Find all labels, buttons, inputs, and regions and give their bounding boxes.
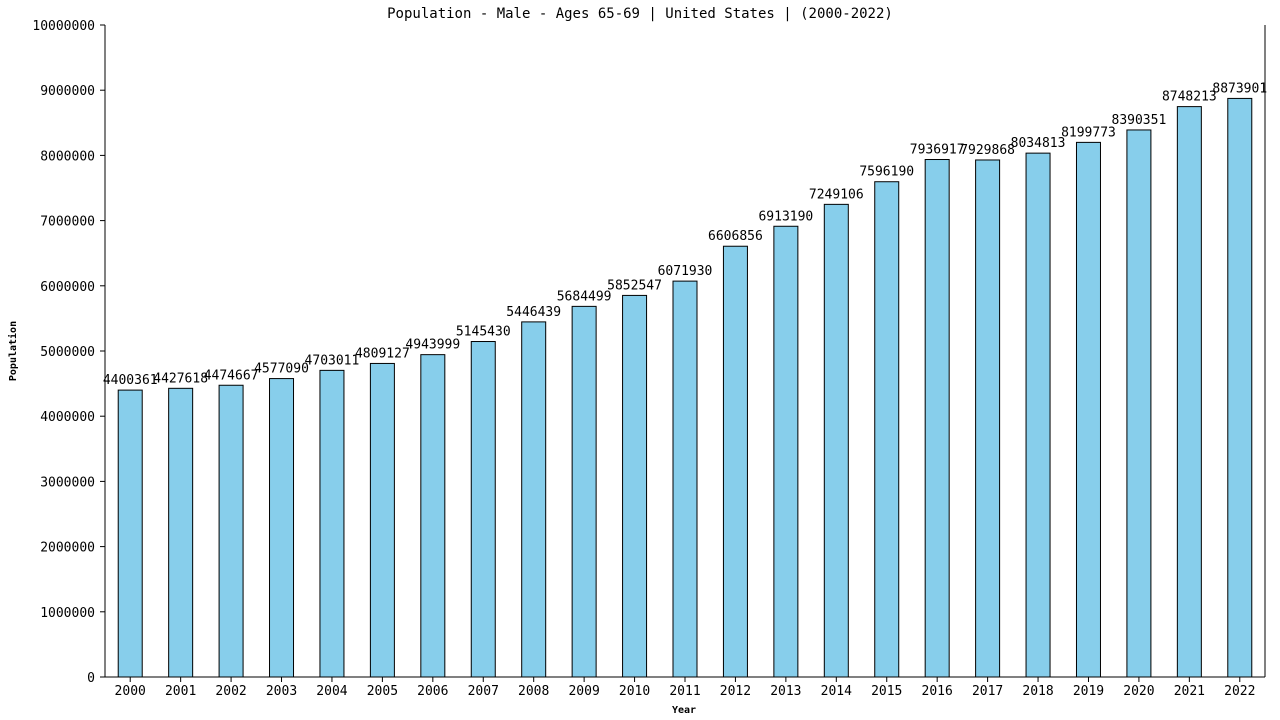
- bar: [470, 341, 496, 678]
- x-tick-label: 2011: [669, 684, 700, 699]
- bar-value-label: 6071930: [658, 264, 713, 279]
- y-tick-label: 2000000: [40, 541, 95, 556]
- bar: [269, 378, 295, 678]
- bar: [369, 362, 395, 678]
- y-tick-label: 4000000: [40, 410, 95, 425]
- bar: [874, 181, 900, 678]
- bar-value-label: 5446439: [506, 305, 561, 320]
- bar-value-label: 4943999: [405, 338, 460, 353]
- x-tick-label: 2001: [165, 684, 196, 699]
- y-tick-label: 5000000: [40, 345, 95, 360]
- bar-value-label: 8748213: [1162, 90, 1217, 105]
- x-tick-label: 2016: [922, 684, 953, 699]
- bar-value-label: 4703011: [305, 353, 360, 368]
- bar-value-label: 4577090: [254, 362, 309, 377]
- bar-value-label: 6606856: [708, 229, 763, 244]
- bar-value-label: 8873901: [1212, 81, 1267, 96]
- y-tick-label: 8000000: [40, 149, 95, 164]
- bar: [722, 245, 748, 678]
- bar-value-label: 4809127: [355, 346, 410, 361]
- bar: [1227, 97, 1253, 678]
- bar: [1176, 106, 1202, 678]
- x-tick-label: 2022: [1224, 684, 1255, 699]
- x-tick-label: 2020: [1123, 684, 1154, 699]
- y-tick-label: 10000000: [32, 19, 95, 34]
- bar: [1075, 141, 1101, 678]
- x-tick-label: 2009: [568, 684, 599, 699]
- bar: [420, 354, 446, 678]
- bar-value-label: 8199773: [1061, 125, 1116, 140]
- x-tick-label: 2013: [770, 684, 801, 699]
- x-tick-label: 2000: [115, 684, 146, 699]
- bar: [622, 294, 648, 678]
- bar-value-label: 5684499: [557, 289, 612, 304]
- y-axis-label: Population: [7, 321, 19, 381]
- bar-value-label: 7929868: [960, 143, 1015, 158]
- y-tick-label: 9000000: [40, 84, 95, 99]
- bar-value-label: 7596190: [859, 165, 914, 180]
- plot-area: 0 1000000 2000000 3000000 4000000 5000000 6000…: [32, 19, 1267, 699]
- x-tick-label: 2015: [871, 684, 902, 699]
- bar-value-label: 5852547: [607, 278, 662, 293]
- bar: [1126, 129, 1152, 678]
- bar-value-label: 7936917: [910, 143, 965, 158]
- bar: [319, 369, 345, 678]
- y-tick-label: 3000000: [40, 475, 95, 490]
- chart-title: Population - Male - Ages 65-69 | United …: [387, 6, 893, 22]
- y-tick-label: 7000000: [40, 215, 95, 230]
- bar: [672, 280, 698, 678]
- y-tick-label: 1000000: [40, 606, 95, 621]
- x-tick-label: 2021: [1174, 684, 1205, 699]
- y-tick-label: 0: [87, 671, 95, 686]
- bar: [823, 203, 849, 678]
- bar-value-label: 4427618: [153, 371, 208, 386]
- x-tick-label: 2012: [720, 684, 751, 699]
- x-tick-label: 2010: [619, 684, 650, 699]
- y-tick-label: 6000000: [40, 280, 95, 295]
- x-tick-label: 2006: [417, 684, 448, 699]
- bar: [218, 384, 244, 678]
- x-axis-label: Year: [672, 705, 696, 716]
- bar: [975, 159, 1001, 678]
- x-tick-label: 2003: [266, 684, 297, 699]
- x-tick-label: 2007: [468, 684, 499, 699]
- bar: [521, 321, 547, 678]
- bar-value-label: 7249106: [809, 187, 864, 202]
- x-tick-label: 2018: [1022, 684, 1053, 699]
- bar: [1025, 152, 1051, 678]
- x-tick-label: 2008: [518, 684, 549, 699]
- bar-value-label: 4474667: [204, 368, 259, 383]
- x-tick-label: 2014: [821, 684, 852, 699]
- bar: [773, 225, 799, 678]
- x-tick-label: 2002: [215, 684, 246, 699]
- bar: [924, 159, 950, 678]
- x-tick-label: 2005: [367, 684, 398, 699]
- bar-value-label: 8390351: [1112, 113, 1167, 128]
- x-tick-label: 2019: [1073, 684, 1104, 699]
- bar-value-label: 5145430: [456, 325, 511, 340]
- bar-value-label: 6913190: [758, 209, 813, 224]
- bar: [117, 389, 143, 678]
- x-tick-label: 2017: [972, 684, 1003, 699]
- bar: [168, 387, 194, 678]
- bar-value-label: 4400361: [103, 373, 158, 388]
- x-tick-label: 2004: [316, 684, 347, 699]
- bar-value-label: 8034813: [1011, 136, 1066, 151]
- bar: [571, 305, 597, 678]
